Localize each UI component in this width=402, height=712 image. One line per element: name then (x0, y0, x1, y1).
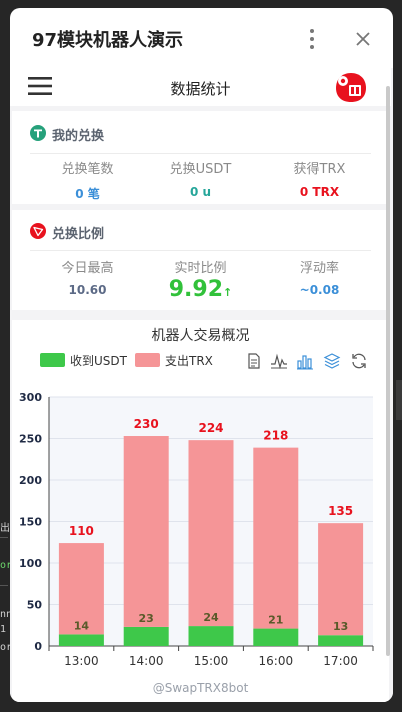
y-tick-label: 50 (27, 599, 43, 612)
bar-trx (188, 440, 234, 627)
exchange-ratio-card: 兑换比例 今日最高 10.60 实时比例 9.92↑ 浮动率 ~0.08 (12, 210, 389, 310)
more-options-icon[interactable] (306, 28, 318, 50)
bar-usdt (58, 634, 104, 646)
bar-usdt (188, 626, 234, 646)
tron-icon (30, 223, 46, 239)
x-tick-label: 13:00 (64, 654, 99, 668)
x-tick-label: 16:00 (259, 654, 294, 668)
popup-window: 97模块机器人演示 数据统计 (10, 8, 393, 702)
exchange-usdt: 兑换USDT 0 u (138, 158, 263, 199)
data-label-trx: 110 (69, 524, 94, 538)
exchange-count-value: 0 笔 (75, 187, 100, 201)
brand-logo-icon[interactable] (334, 71, 368, 103)
received-trx-label: 获得TRX (293, 162, 346, 177)
background-text-4: 1 3 (0, 624, 18, 635)
data-view-icon[interactable] (245, 352, 263, 370)
data-label-usdt: 14 (74, 619, 90, 632)
legend-label-trx: 支出TRX (165, 354, 213, 368)
stacked-bar-chart: 0 50 100 150 200 250 300 14 110 13:00 23 230 14:00 24… (19, 391, 374, 668)
data-label-trx: 224 (198, 421, 223, 435)
x-tick-label: 17:00 (323, 654, 358, 668)
restore-icon[interactable] (350, 352, 368, 370)
divider (30, 250, 371, 251)
bar-usdt (123, 626, 169, 646)
today-high-value: 10.60 (68, 283, 107, 297)
y-tick-label: 300 (19, 391, 42, 404)
data-label-trx: 135 (328, 504, 353, 518)
realtime-ratio: 实时比例 9.92↑ (138, 257, 263, 302)
y-tick-label: 250 (19, 433, 42, 446)
menu-icon[interactable] (28, 76, 52, 96)
realtime-ratio-label: 实时比例 (174, 261, 227, 276)
bar-usdt (318, 635, 364, 646)
legend-swatch-trx (135, 353, 160, 367)
webview-content: 数据统计 我的兑换 兑换笔数 0 笔 (10, 68, 393, 702)
y-tick-label: 0 (34, 640, 42, 653)
background-divider (0, 585, 8, 586)
bar-usdt (253, 628, 299, 646)
exchange-count: 兑换笔数 0 笔 (25, 158, 150, 202)
realtime-ratio-value-wrap: 9.92↑ (138, 277, 263, 302)
bar-chart-icon[interactable] (296, 352, 314, 370)
background-scrollbar (396, 380, 402, 420)
page-title: 数据统计 (170, 80, 231, 98)
close-icon[interactable] (353, 29, 373, 49)
top-nav: 数据统计 (10, 68, 391, 106)
my-exchange-card: 我的兑换 兑换笔数 0 笔 兑换USDT 0 u 获得TRX 0 TRX (12, 111, 389, 204)
realtime-ratio-value: 9.92 (168, 277, 224, 302)
data-label-usdt: 23 (139, 612, 154, 625)
scrollbar[interactable] (386, 86, 390, 656)
stack-icon[interactable] (323, 352, 341, 370)
y-tick-label: 100 (19, 557, 42, 570)
app-title: 97模块机器人演示 (32, 30, 184, 51)
divider (30, 153, 371, 154)
exchange-ratio-title: 兑换比例 (52, 227, 105, 242)
legend-swatch-usdt (40, 353, 65, 367)
background-text-2: or (0, 560, 13, 571)
background-divider (0, 537, 8, 538)
chart-title: 机器人交易概况 (151, 328, 250, 344)
received-trx-value: 0 TRX (299, 185, 340, 199)
bar-trx (253, 447, 299, 629)
received-trx: 获得TRX 0 TRX (257, 158, 382, 199)
today-high-label: 今日最高 (61, 261, 114, 276)
bar-trx (123, 436, 169, 627)
up-arrow-icon: ↑ (223, 286, 233, 299)
today-high: 今日最高 10.60 (25, 257, 150, 297)
title-bar: 97模块机器人演示 (10, 8, 393, 68)
background-text-1: 出 (0, 523, 10, 534)
x-tick-label: 14:00 (129, 654, 164, 668)
bar-trx (318, 523, 364, 636)
float-rate-label: 浮动率 (299, 261, 339, 276)
legend-label-usdt: 收到USDT (70, 354, 127, 368)
y-tick-label: 150 (19, 516, 42, 529)
my-exchange-title: 我的兑换 (52, 129, 105, 144)
exchange-usdt-label: 兑换USDT (169, 162, 232, 177)
bar-trx (58, 543, 104, 635)
background-text-5: or (0, 642, 13, 653)
float-rate-value: ~0.08 (299, 283, 340, 297)
y-tick-label: 200 (19, 474, 42, 487)
exchange-usdt-value: 0 u (189, 185, 212, 199)
tether-icon (30, 125, 46, 141)
data-label-usdt: 24 (203, 611, 219, 624)
data-label-usdt: 13 (333, 620, 348, 633)
background-text-3: nn (0, 609, 13, 620)
x-tick-label: 15:00 (194, 654, 229, 668)
robot-trade-chart-card: 机器人交易概况 收到USDT 支出TRX (12, 320, 389, 702)
bot-watermark: @SwapTRX8bot (152, 681, 249, 695)
data-label-trx: 218 (263, 429, 288, 443)
data-label-trx: 230 (134, 417, 159, 431)
data-label-usdt: 21 (268, 614, 283, 627)
exchange-count-label: 兑换笔数 (61, 162, 114, 177)
line-chart-icon[interactable] (270, 352, 288, 370)
float-rate: 浮动率 ~0.08 (257, 257, 382, 297)
